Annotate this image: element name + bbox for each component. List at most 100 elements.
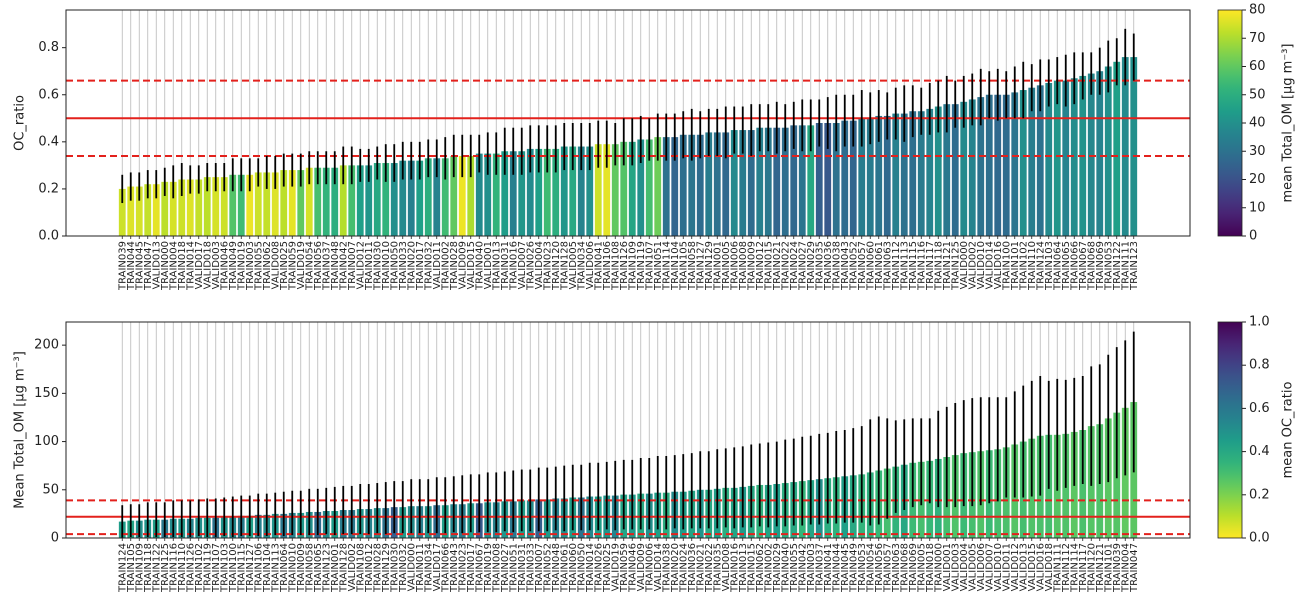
bar	[339, 165, 347, 236]
y-tick-label: 0.2	[38, 181, 59, 196]
bar	[832, 123, 840, 236]
x-tick-label: TRAIN106	[253, 543, 264, 593]
bar	[399, 160, 407, 236]
x-tick-label: TRAIN040	[780, 543, 791, 593]
bar	[1011, 92, 1019, 236]
x-tick-label: TRAIN036	[823, 241, 834, 291]
x-tick-label: VALID000	[959, 241, 970, 289]
bar	[934, 106, 942, 236]
x-tick-label: VALID014	[984, 241, 995, 289]
x-tick-label: TRAIN113	[899, 241, 910, 291]
x-tick-label: TRAIN030	[389, 543, 400, 593]
bar	[450, 155, 458, 236]
x-tick-label: VALID011	[1001, 543, 1012, 591]
x-tick-label: TRAIN028	[449, 241, 460, 291]
x-tick-label: VALID003	[950, 543, 961, 591]
colorbar-tick-label: 30	[1249, 144, 1266, 159]
bar	[365, 165, 373, 236]
bar	[305, 167, 313, 236]
x-tick-label: TRAIN019	[236, 241, 247, 291]
x-tick-label: VALID003	[211, 241, 222, 289]
bar	[144, 184, 152, 236]
x-tick-label: TRAIN017	[466, 543, 477, 593]
bar	[747, 130, 755, 236]
bar	[1028, 87, 1036, 236]
colorbar-tick-label: 50	[1249, 87, 1266, 102]
bar	[1104, 66, 1112, 236]
x-tick-label: TRAIN126	[185, 543, 196, 593]
x-tick-label: TRAIN114	[661, 241, 672, 291]
x-tick-label: VALID010	[976, 241, 987, 289]
x-tick-label: TRAIN024	[678, 543, 689, 593]
x-tick-label: VALID002	[347, 543, 358, 591]
x-tick-label: TRAIN045	[840, 543, 851, 593]
x-tick-label: TRAIN008	[491, 543, 502, 593]
bar	[594, 144, 602, 236]
bar	[254, 172, 262, 236]
x-tick-label: TRAIN059	[287, 241, 298, 291]
bar	[246, 174, 254, 236]
x-tick-label: TRAIN118	[143, 543, 154, 593]
x-tick-label: TRAIN104	[262, 543, 273, 593]
x-tick-label: TRAIN010	[381, 241, 392, 291]
bar	[407, 160, 415, 236]
bar	[815, 123, 823, 236]
bar	[271, 172, 279, 236]
colorbar-tick-label: 70	[1249, 31, 1266, 46]
x-tick-label: VALID014	[653, 543, 664, 591]
x-tick-label: TRAIN012	[755, 241, 766, 291]
x-tick-label: TRAIN102	[1018, 241, 1029, 291]
x-tick-label: TRAIN111	[1052, 543, 1063, 593]
colorbar-tick-label: 0.6	[1249, 401, 1270, 416]
x-tick-label: TRAIN041	[593, 241, 604, 291]
bar	[237, 174, 245, 236]
y-tick-label: 0.6	[38, 87, 59, 102]
bar	[977, 97, 985, 237]
x-tick-label: TRAIN052	[542, 543, 553, 593]
x-tick-label: TRAIN005	[721, 241, 732, 291]
x-tick-label: TRAIN009	[296, 543, 307, 593]
bar	[637, 139, 645, 236]
x-tick-label: TRAIN068	[1086, 241, 1097, 291]
x-tick-label: TRAIN018	[177, 241, 188, 291]
x-tick-label: VALID019	[610, 543, 621, 591]
bar	[518, 151, 526, 236]
x-tick-label: VALID005	[568, 241, 579, 289]
y-tick-label: 0.8	[38, 40, 59, 55]
bar	[348, 165, 356, 236]
x-tick-label: TRAIN106	[602, 241, 613, 291]
y-tick-label: 0.4	[38, 134, 59, 149]
bar	[161, 181, 169, 236]
bar	[467, 155, 475, 236]
x-tick-label: TRAIN129	[381, 543, 392, 593]
bar	[849, 120, 857, 236]
x-tick-label: TRAIN064	[1052, 241, 1063, 291]
x-tick-label: TRAIN013	[738, 543, 749, 593]
colorbar-tick-label: 20	[1249, 172, 1266, 187]
y-axis-label: Mean Total_OM [µg m⁻³]	[13, 351, 28, 509]
x-tick-label: VALID016	[1035, 543, 1046, 591]
bar	[390, 163, 398, 236]
bar	[526, 148, 534, 236]
x-tick-label: TRAIN117	[1078, 543, 1089, 593]
bar	[1019, 90, 1027, 237]
colorbar-tick-label: 0.4	[1249, 444, 1270, 459]
bar	[1036, 85, 1044, 236]
x-tick-label: TRAIN004	[168, 241, 179, 291]
x-tick-label: TRAIN002	[763, 543, 774, 593]
x-tick-label: TRAIN105	[678, 241, 689, 291]
x-tick-label: TRAIN015	[763, 241, 774, 291]
y-tick-label: 200	[34, 338, 59, 353]
bar	[586, 146, 594, 236]
x-tick-label: TRAIN010	[287, 543, 298, 593]
bar	[1002, 94, 1010, 236]
x-tick-label: TRAIN027	[797, 241, 808, 291]
bar	[1121, 57, 1129, 237]
bar	[841, 120, 849, 236]
x-tick-label: TRAIN020	[406, 241, 417, 291]
x-tick-label: TRAIN118	[933, 241, 944, 291]
colorbar-tick-label: 80	[1249, 3, 1266, 18]
bar	[169, 181, 177, 236]
bar	[671, 137, 679, 236]
x-tick-label: TRAIN119	[202, 543, 213, 593]
